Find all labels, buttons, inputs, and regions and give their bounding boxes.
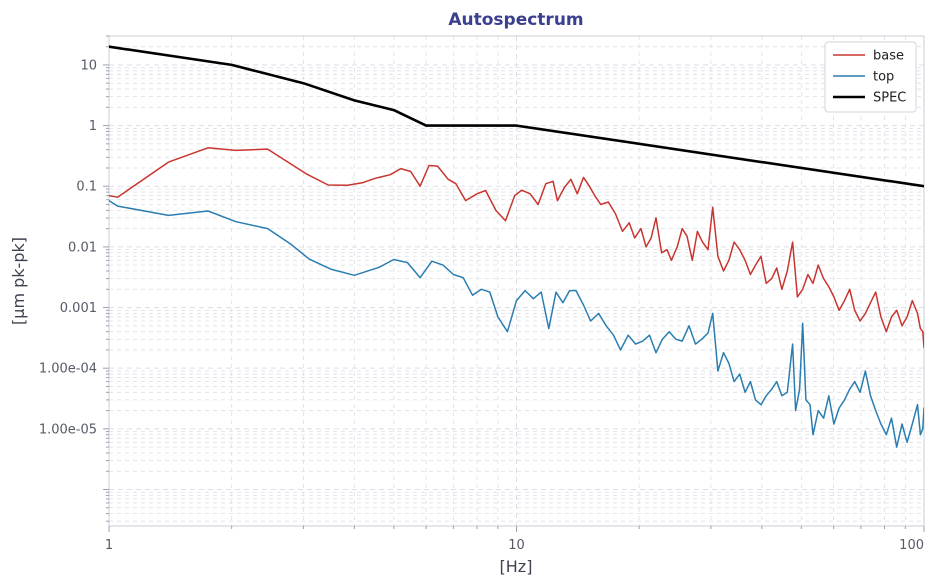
y-tick-label: 0.001	[60, 301, 97, 316]
legend-label-spec: SPEC	[873, 91, 906, 106]
series-line-top	[109, 199, 924, 448]
y-tick-label: 1.00e-04	[39, 362, 97, 377]
series-line-spec	[109, 45, 924, 188]
x-tick-label: 10	[508, 538, 525, 553]
x-axis-label: [Hz]	[500, 557, 533, 576]
y-tick-label: 1.00e-05	[39, 422, 97, 437]
chart-title: Autospectrum	[448, 10, 583, 30]
legend-label-top: top	[873, 70, 894, 85]
series-lines	[109, 45, 924, 448]
y-tick-label: 10	[80, 58, 97, 73]
legend-box	[824, 41, 917, 113]
series-line-base	[109, 147, 924, 349]
legend: base top SPEC	[824, 41, 917, 113]
y-tick-label: 0.01	[68, 240, 97, 255]
y-tick-label: 1	[89, 119, 97, 134]
x-tick-label: 100	[899, 538, 924, 553]
x-tick-label: 1	[105, 538, 113, 553]
y-tick-label: 0.1	[76, 180, 97, 195]
legend-label-base: base	[873, 49, 904, 64]
axis-ticks: 1 10 100 10 1 0.1 0.01 0.001 1.00e-04 1.00e-05	[39, 35, 925, 553]
y-axis-label: [µm pk-pk]	[9, 237, 28, 325]
grid-lines	[108, 35, 924, 526]
